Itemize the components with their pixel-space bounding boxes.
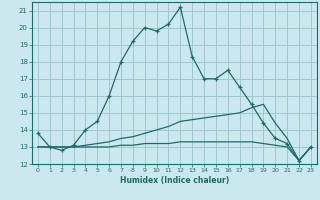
X-axis label: Humidex (Indice chaleur): Humidex (Indice chaleur) xyxy=(120,176,229,185)
